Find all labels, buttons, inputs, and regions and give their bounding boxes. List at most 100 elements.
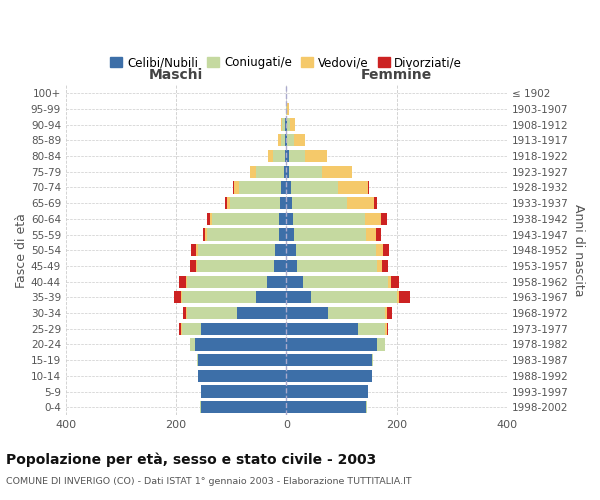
Bar	[174, 291, 181, 304]
Bar	[201, 401, 286, 413]
Bar	[286, 212, 293, 225]
Bar	[293, 212, 365, 225]
Bar	[286, 150, 289, 162]
Bar	[365, 212, 381, 225]
Bar	[187, 276, 267, 288]
Bar	[286, 322, 358, 335]
Bar	[294, 134, 305, 146]
Bar	[200, 401, 201, 413]
Bar	[287, 102, 289, 115]
Bar	[198, 370, 286, 382]
Bar	[201, 386, 286, 398]
Bar	[280, 197, 286, 209]
Bar	[286, 182, 291, 194]
Bar	[278, 134, 281, 146]
Bar	[233, 182, 234, 194]
Bar	[183, 307, 186, 319]
Bar	[274, 260, 286, 272]
Bar	[256, 291, 286, 304]
Bar	[212, 212, 278, 225]
Bar	[347, 197, 374, 209]
Bar	[283, 118, 285, 130]
Bar	[286, 244, 296, 256]
Bar	[286, 291, 311, 304]
Text: Popolazione per età, sesso e stato civile - 2003: Popolazione per età, sesso e stato civil…	[6, 452, 376, 467]
Bar	[385, 307, 386, 319]
Bar	[383, 244, 389, 256]
Bar	[386, 322, 388, 335]
Bar	[286, 386, 368, 398]
Bar	[368, 182, 369, 194]
Bar	[292, 197, 347, 209]
Bar	[298, 260, 377, 272]
Bar	[377, 338, 385, 350]
Bar	[227, 197, 230, 209]
Bar	[275, 244, 286, 256]
Bar	[286, 134, 287, 146]
Bar	[205, 228, 207, 240]
Bar	[181, 322, 182, 335]
Bar	[286, 370, 372, 382]
Bar	[286, 260, 298, 272]
Bar	[287, 118, 290, 130]
Bar	[186, 276, 187, 288]
Bar	[374, 197, 377, 209]
Bar	[391, 276, 399, 288]
Bar	[286, 118, 287, 130]
Bar	[287, 134, 294, 146]
Bar	[272, 150, 284, 162]
Bar	[385, 322, 386, 335]
Bar	[286, 338, 377, 350]
Bar	[190, 260, 196, 272]
Bar	[291, 182, 338, 194]
Bar	[289, 150, 305, 162]
Bar	[381, 212, 386, 225]
Bar	[281, 134, 285, 146]
Bar	[305, 150, 327, 162]
Bar	[377, 260, 382, 272]
Bar	[250, 166, 256, 178]
Bar	[196, 338, 286, 350]
Bar	[203, 228, 205, 240]
Bar	[286, 166, 289, 178]
Y-axis label: Fasce di età: Fasce di età	[15, 213, 28, 288]
Bar	[376, 244, 383, 256]
Bar	[338, 182, 368, 194]
Bar	[286, 401, 366, 413]
Bar	[397, 291, 399, 304]
Bar	[365, 228, 376, 240]
Bar	[289, 166, 322, 178]
Bar	[230, 197, 280, 209]
Bar	[237, 307, 286, 319]
Bar	[182, 291, 256, 304]
Bar	[181, 291, 182, 304]
Bar	[286, 197, 292, 209]
Bar	[382, 260, 388, 272]
Bar	[284, 166, 286, 178]
Bar	[278, 212, 286, 225]
Bar	[328, 307, 385, 319]
Bar	[197, 260, 274, 272]
Bar	[268, 150, 272, 162]
Bar	[376, 228, 381, 240]
Bar	[399, 291, 410, 304]
Bar	[286, 354, 372, 366]
Bar	[179, 322, 181, 335]
Bar	[281, 118, 283, 130]
Bar	[284, 150, 286, 162]
Bar	[196, 260, 197, 272]
Bar	[281, 182, 286, 194]
Bar	[286, 307, 328, 319]
Bar	[196, 244, 198, 256]
Bar	[234, 182, 239, 194]
Bar	[190, 338, 196, 350]
Text: COMUNE DI INVERIGO (CO) - Dati ISTAT 1° gennaio 2003 - Elaborazione TUTTITALIA.I: COMUNE DI INVERIGO (CO) - Dati ISTAT 1° …	[6, 478, 412, 486]
Legend: Celibi/Nubili, Coniugati/e, Vedovi/e, Divorziati/e: Celibi/Nubili, Coniugati/e, Vedovi/e, Di…	[106, 52, 467, 74]
Bar	[197, 354, 198, 366]
Bar	[358, 322, 385, 335]
Bar	[285, 118, 286, 130]
Bar	[303, 276, 388, 288]
Bar	[224, 197, 227, 209]
Text: Maschi: Maschi	[149, 68, 203, 82]
Bar	[210, 212, 212, 225]
